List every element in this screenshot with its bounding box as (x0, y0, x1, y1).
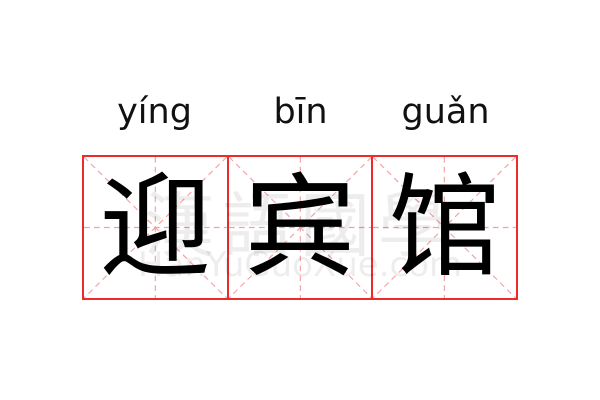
pinyin-3: guǎn (401, 92, 490, 132)
guide-lines (84, 157, 227, 298)
guide-lines (373, 157, 517, 298)
character: 宾 (244, 162, 356, 293)
character: 迎 (99, 162, 212, 293)
character-cell: 迎 (84, 157, 227, 298)
character: 馆 (388, 162, 501, 293)
pinyin-2: bīn (273, 92, 328, 132)
pinyin-1: yíng (117, 92, 192, 132)
character-cell: 宾 (226, 157, 372, 298)
character-grid: 迎 宾 馆 (82, 155, 518, 300)
guide-lines (228, 157, 372, 298)
character-cell: 馆 (371, 157, 517, 298)
